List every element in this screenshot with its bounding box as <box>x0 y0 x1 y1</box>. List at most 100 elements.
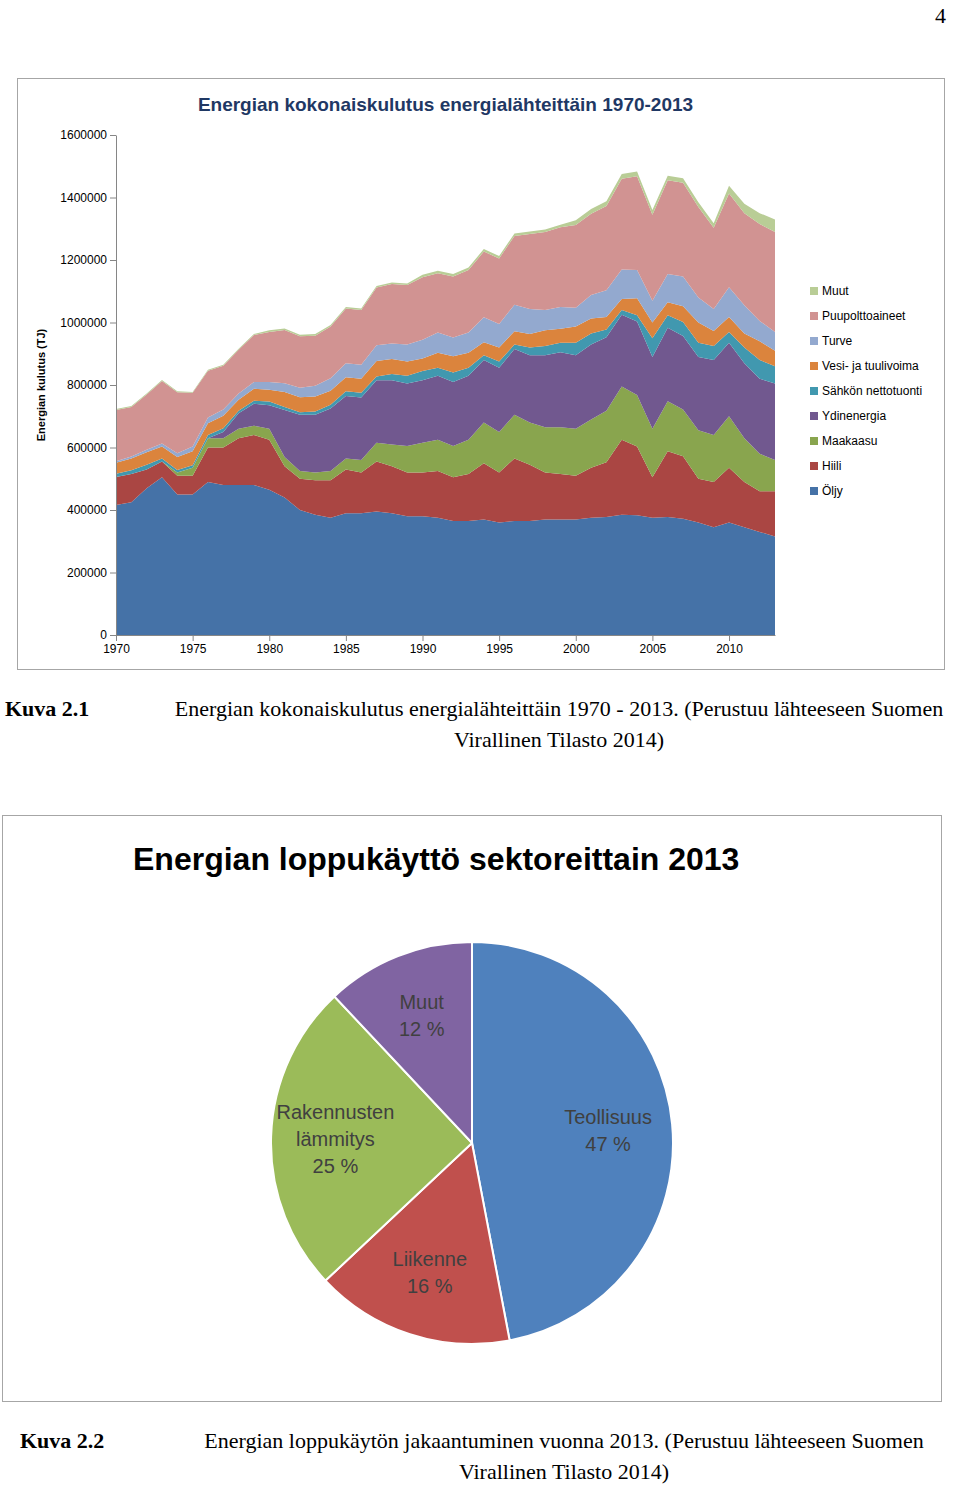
x-tick-mark <box>116 635 117 641</box>
pie <box>271 942 673 1344</box>
area-series <box>116 176 775 461</box>
category-label-line: Muut <box>399 991 444 1013</box>
x-tick-label: 2000 <box>563 642 590 656</box>
x-tick-label: 1990 <box>410 642 437 656</box>
x-tick-mark <box>729 635 730 641</box>
x-tick: 1975 <box>180 635 207 656</box>
legend-item: Turve <box>810 334 853 348</box>
data-label: 12 % <box>399 1018 445 1040</box>
y-tick-mark <box>110 198 116 199</box>
plot-area <box>116 172 775 635</box>
category-label-line: Teollisuus <box>564 1106 652 1128</box>
x-tick-label: 2005 <box>640 642 667 656</box>
legend-item: Puupolttoaineet <box>810 309 906 323</box>
y-tick-mark <box>110 510 116 511</box>
pie-chart: Energian loppukäyttö sektoreittain 2013T… <box>2 815 942 1402</box>
y-tick-label: 1200000 <box>60 253 107 267</box>
x-tick-label: 1980 <box>256 642 283 656</box>
y-tick-label: 800000 <box>67 378 107 392</box>
data-label: 16 % <box>407 1275 453 1297</box>
x-tick-label: 1970 <box>103 642 130 656</box>
pie-slice <box>271 996 472 1280</box>
category-label-line: Rakennusten <box>276 1101 394 1123</box>
legend-swatch <box>810 437 818 445</box>
category-label: Liikenne <box>393 1248 468 1270</box>
x-tick-mark <box>193 635 194 641</box>
caption-text: Energian loppukäytön jakaantuminen vuonn… <box>178 1425 950 1486</box>
legend-label: Hiili <box>822 459 841 473</box>
y-tick: 1400000 <box>60 191 116 205</box>
x-tick-mark <box>652 635 653 641</box>
legend-swatch <box>810 412 818 420</box>
x-tick: 1980 <box>256 635 283 656</box>
x-tick-label: 2010 <box>716 642 743 656</box>
legend-item: Öljy <box>810 484 843 498</box>
legend-swatch <box>810 287 818 295</box>
y-tick-label: 600000 <box>67 441 107 455</box>
y-tick: 600000 <box>67 441 116 455</box>
legend-item: Maakaasu <box>810 434 877 448</box>
y-tick-label: 1400000 <box>60 191 107 205</box>
x-tick-label: 1995 <box>486 642 513 656</box>
y-tick: 1600000 <box>60 128 116 142</box>
legend-label: Maakaasu <box>822 434 877 448</box>
legend-label: Puupolttoaineet <box>822 309 906 323</box>
caption-label: Kuva 2.2 <box>20 1425 104 1456</box>
y-tick: 400000 <box>67 503 116 517</box>
legend-swatch <box>810 337 818 345</box>
legend-swatch <box>810 387 818 395</box>
y-tick-mark <box>110 260 116 261</box>
y-tick-mark <box>110 635 116 636</box>
x-tick-label: 1985 <box>333 642 360 656</box>
x-tick: 1985 <box>333 635 360 656</box>
x-tick-mark <box>346 635 347 641</box>
category-label-line: lämmitys <box>296 1128 375 1150</box>
legend-swatch <box>810 462 818 470</box>
chart-frame <box>18 79 945 670</box>
y-tick-mark <box>110 385 116 386</box>
legend-label: Vesi- ja tuulivoima <box>822 359 919 373</box>
legend-item: Muut <box>810 284 849 298</box>
category-label: Rakennusten lämmitys <box>276 1101 394 1150</box>
y-tick-mark <box>110 448 116 449</box>
legend-item: Hiili <box>810 459 841 473</box>
y-tick-mark <box>110 573 116 574</box>
y-tick-label: 0 <box>100 628 107 642</box>
caption-text: Energian kokonaiskulutus energialähteitt… <box>160 693 958 755</box>
x-tick: 1995 <box>486 635 513 656</box>
area-chart: Energian kokonaiskulutus energialähteitt… <box>17 78 945 670</box>
area-series <box>116 172 775 410</box>
x-axis: 1970 1975 1980 1985 1990 1995 2000 2005 2010 <box>103 635 775 656</box>
category-label-line: Liikenne <box>393 1248 468 1270</box>
y-tick: 0 <box>100 628 116 642</box>
y-tick: 200000 <box>67 566 116 580</box>
pie-labels: Teollisuus47 %Liikenne16 %Rakennustenläm… <box>276 991 652 1297</box>
x-tick-mark <box>269 635 270 641</box>
legend-label: Sähkön nettotuonti <box>822 384 922 398</box>
y-axis: 0 200000 400000 600000 800000 1000000 1200000 1… <box>60 128 116 642</box>
pie-slice <box>472 942 673 1340</box>
y-tick: 1000000 <box>60 316 116 330</box>
legend-swatch <box>810 362 818 370</box>
x-tick: 2005 <box>640 635 667 656</box>
y-tick-label: 200000 <box>67 566 107 580</box>
x-tick: 1970 <box>103 635 130 656</box>
y-tick: 800000 <box>67 378 116 392</box>
x-axis-line <box>117 635 776 636</box>
legend-swatch <box>810 487 818 495</box>
page-number: 4 <box>935 0 946 31</box>
legend-label: Muut <box>822 284 849 298</box>
y-tick-label: 400000 <box>67 503 107 517</box>
x-tick-mark <box>499 635 500 641</box>
chart-frame <box>3 816 942 1402</box>
category-label: Teollisuus <box>564 1106 652 1128</box>
legend-swatch <box>810 312 818 320</box>
legend: Muut Puupolttoaineet Turve Vesi- ja tuulivo… <box>810 284 922 498</box>
y-tick-mark <box>110 135 116 136</box>
x-tick-mark <box>423 635 424 641</box>
y-tick-mark <box>110 323 116 324</box>
chart-title: Energian kokonaiskulutus energialähteitt… <box>198 94 693 115</box>
legend-label: Turve <box>822 334 853 348</box>
category-label: Muut <box>399 991 444 1013</box>
legend-label: Ydinenergia <box>822 409 886 423</box>
